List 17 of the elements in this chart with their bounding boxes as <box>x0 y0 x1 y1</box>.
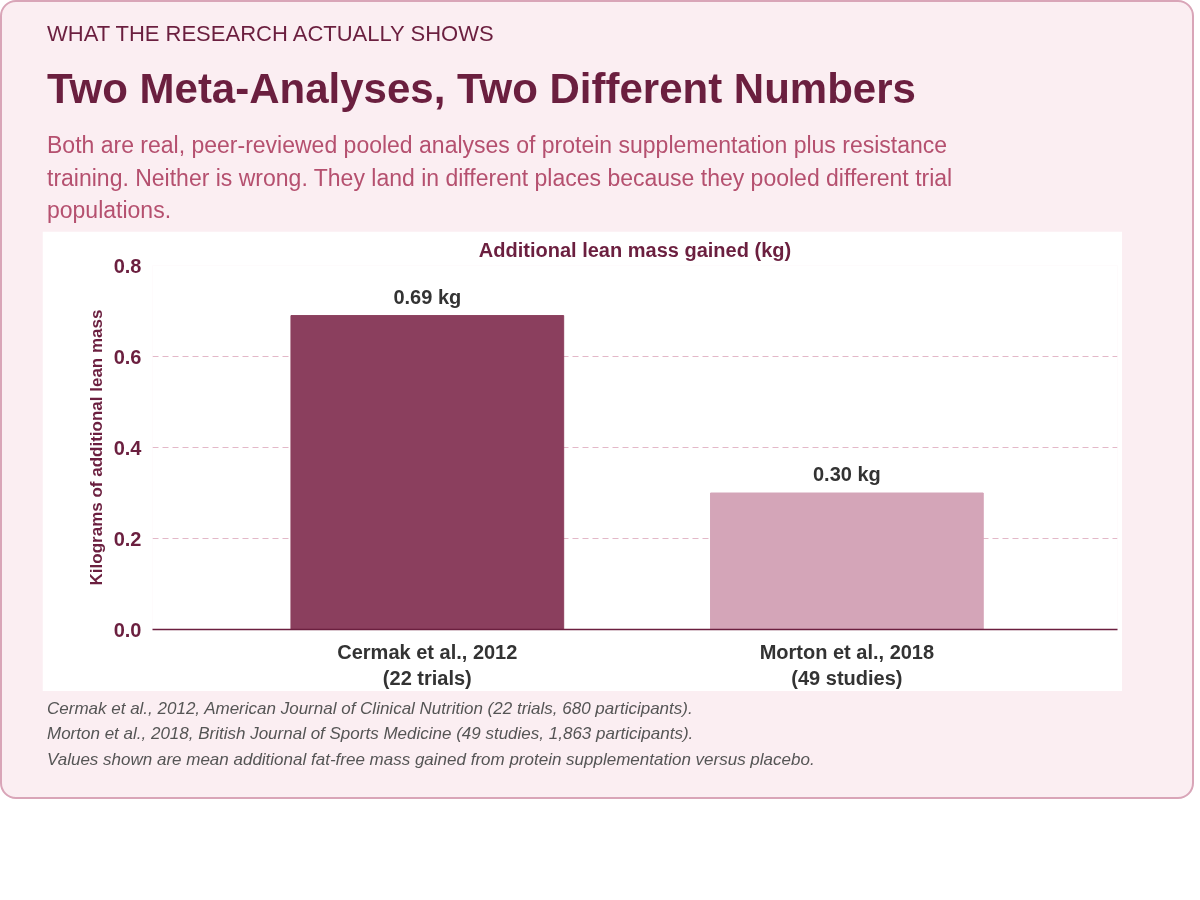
chart-title: Two Meta-Analyses, Two Different Numbers <box>47 64 916 115</box>
data-label: 0.30 kg <box>812 462 881 485</box>
text: Values shown are mean additional fat-free mass gained from protein supplementation versus placebo. <box>47 749 815 769</box>
text: Additional lean mass gained (kg) <box>478 238 792 261</box>
y-tick-label: 0.4 <box>113 436 143 459</box>
text: Cermak et al., 2012, American Journal of Clinical Nutrition (22 trials, 680 participants). <box>47 698 693 718</box>
chart-subtitle: Both are real, peer-reviewed pooled analyses of protein supplementation plus resistance training. Neither is wrong. They land in different places because they pooled different trial populations. <box>47 131 954 225</box>
y-tick-label: 0.6 <box>113 345 142 368</box>
x-tick-label: Morton et al., 2018 (49 studies) <box>759 640 935 689</box>
data-label: 0.69 kg <box>393 285 462 308</box>
y-axis-title: Kilograms of additional lean mass <box>86 309 106 586</box>
y-tick-label: 0.8 <box>113 254 142 277</box>
y-tick-label: 0.2 <box>113 527 142 550</box>
text: WHAT THE RESEARCH ACTUALLY SHOWS <box>47 20 494 48</box>
y-tick-label: 0.0 <box>113 618 142 641</box>
x-tick-label: Cermak et al., 2012 (22 trials) <box>337 640 518 689</box>
text: Morton et al., 2018, British Journal of Sports Medicine (49 studies, 1,863 participants). <box>47 724 694 744</box>
